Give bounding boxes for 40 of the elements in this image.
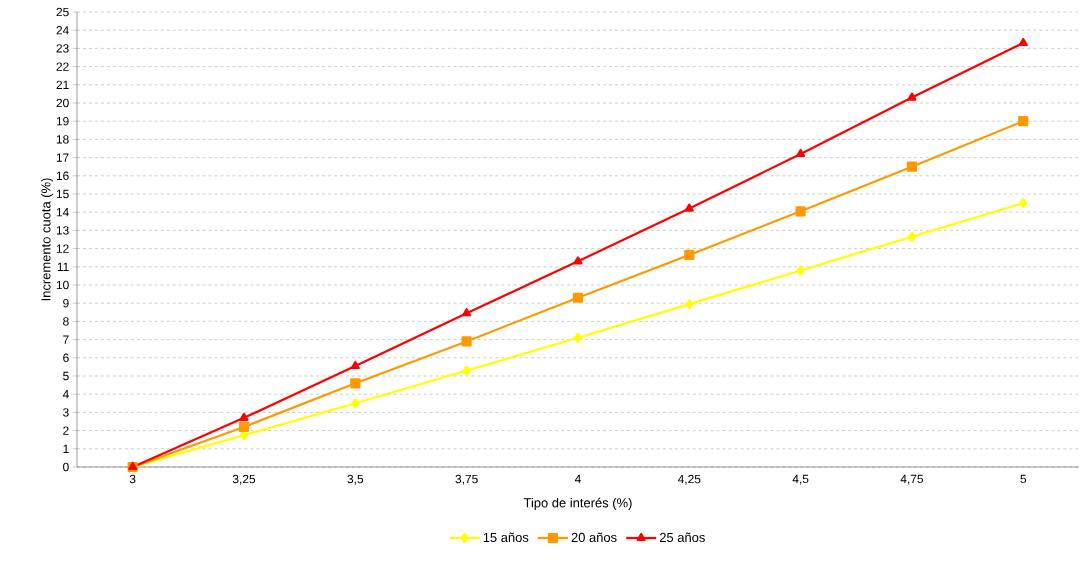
x-tick-label: 4 xyxy=(574,474,581,483)
x-tick-label: 3,5 xyxy=(347,474,364,485)
y-tick-label: 10 xyxy=(56,280,69,290)
x-tick-label: 4,75 xyxy=(900,474,924,485)
y-tick-label: 7 xyxy=(63,335,69,344)
y-tick-label: 2 xyxy=(63,426,69,435)
y-tick-label: 9 xyxy=(63,298,69,308)
legend-label: 15 años xyxy=(483,532,529,543)
y-tick-label: 17 xyxy=(56,153,69,162)
y-tick-label: 1 xyxy=(63,444,69,453)
legend-label: 25 años xyxy=(659,532,705,543)
x-tick-label: 3 xyxy=(129,474,136,484)
y-tick-label: 18 xyxy=(56,135,69,144)
x-tick-label: 4,25 xyxy=(677,474,701,485)
x-tick-label: 4,5 xyxy=(792,474,809,485)
y-tick-label: 15 xyxy=(56,189,69,199)
y-tick-label: 21 xyxy=(56,80,69,89)
legend-label: 20 años xyxy=(571,532,617,543)
y-tick-label: 20 xyxy=(56,98,69,108)
y-tick-label: 5 xyxy=(63,371,69,381)
y-axis-title: Incremento cuota (%) xyxy=(41,178,54,301)
y-tick-label: 6 xyxy=(63,353,69,363)
x-tick-label: 3,25 xyxy=(232,474,256,485)
x-tick-label: 5 xyxy=(1020,474,1027,484)
x-axis-title: Tipo de interés (%) xyxy=(523,497,632,510)
y-tick-label: 16 xyxy=(56,171,69,181)
y-tick-label: 0 xyxy=(63,462,69,472)
y-tick-label: 25 xyxy=(56,7,69,17)
y-tick-label: 23 xyxy=(56,44,69,53)
y-tick-label: 11 xyxy=(57,262,69,271)
x-tick-label: 3,75 xyxy=(455,474,478,485)
y-tick-label: 19 xyxy=(56,116,69,126)
y-tick-label: 13 xyxy=(56,226,69,235)
y-tick-label: 4 xyxy=(62,390,69,399)
y-tick-label: 14 xyxy=(56,208,69,217)
y-tick-label: 12 xyxy=(56,244,69,253)
y-tick-label: 3 xyxy=(63,408,69,417)
y-tick-label: 8 xyxy=(63,317,69,326)
y-tick-label: 22 xyxy=(56,62,69,71)
y-tick-label: 24 xyxy=(56,26,69,35)
